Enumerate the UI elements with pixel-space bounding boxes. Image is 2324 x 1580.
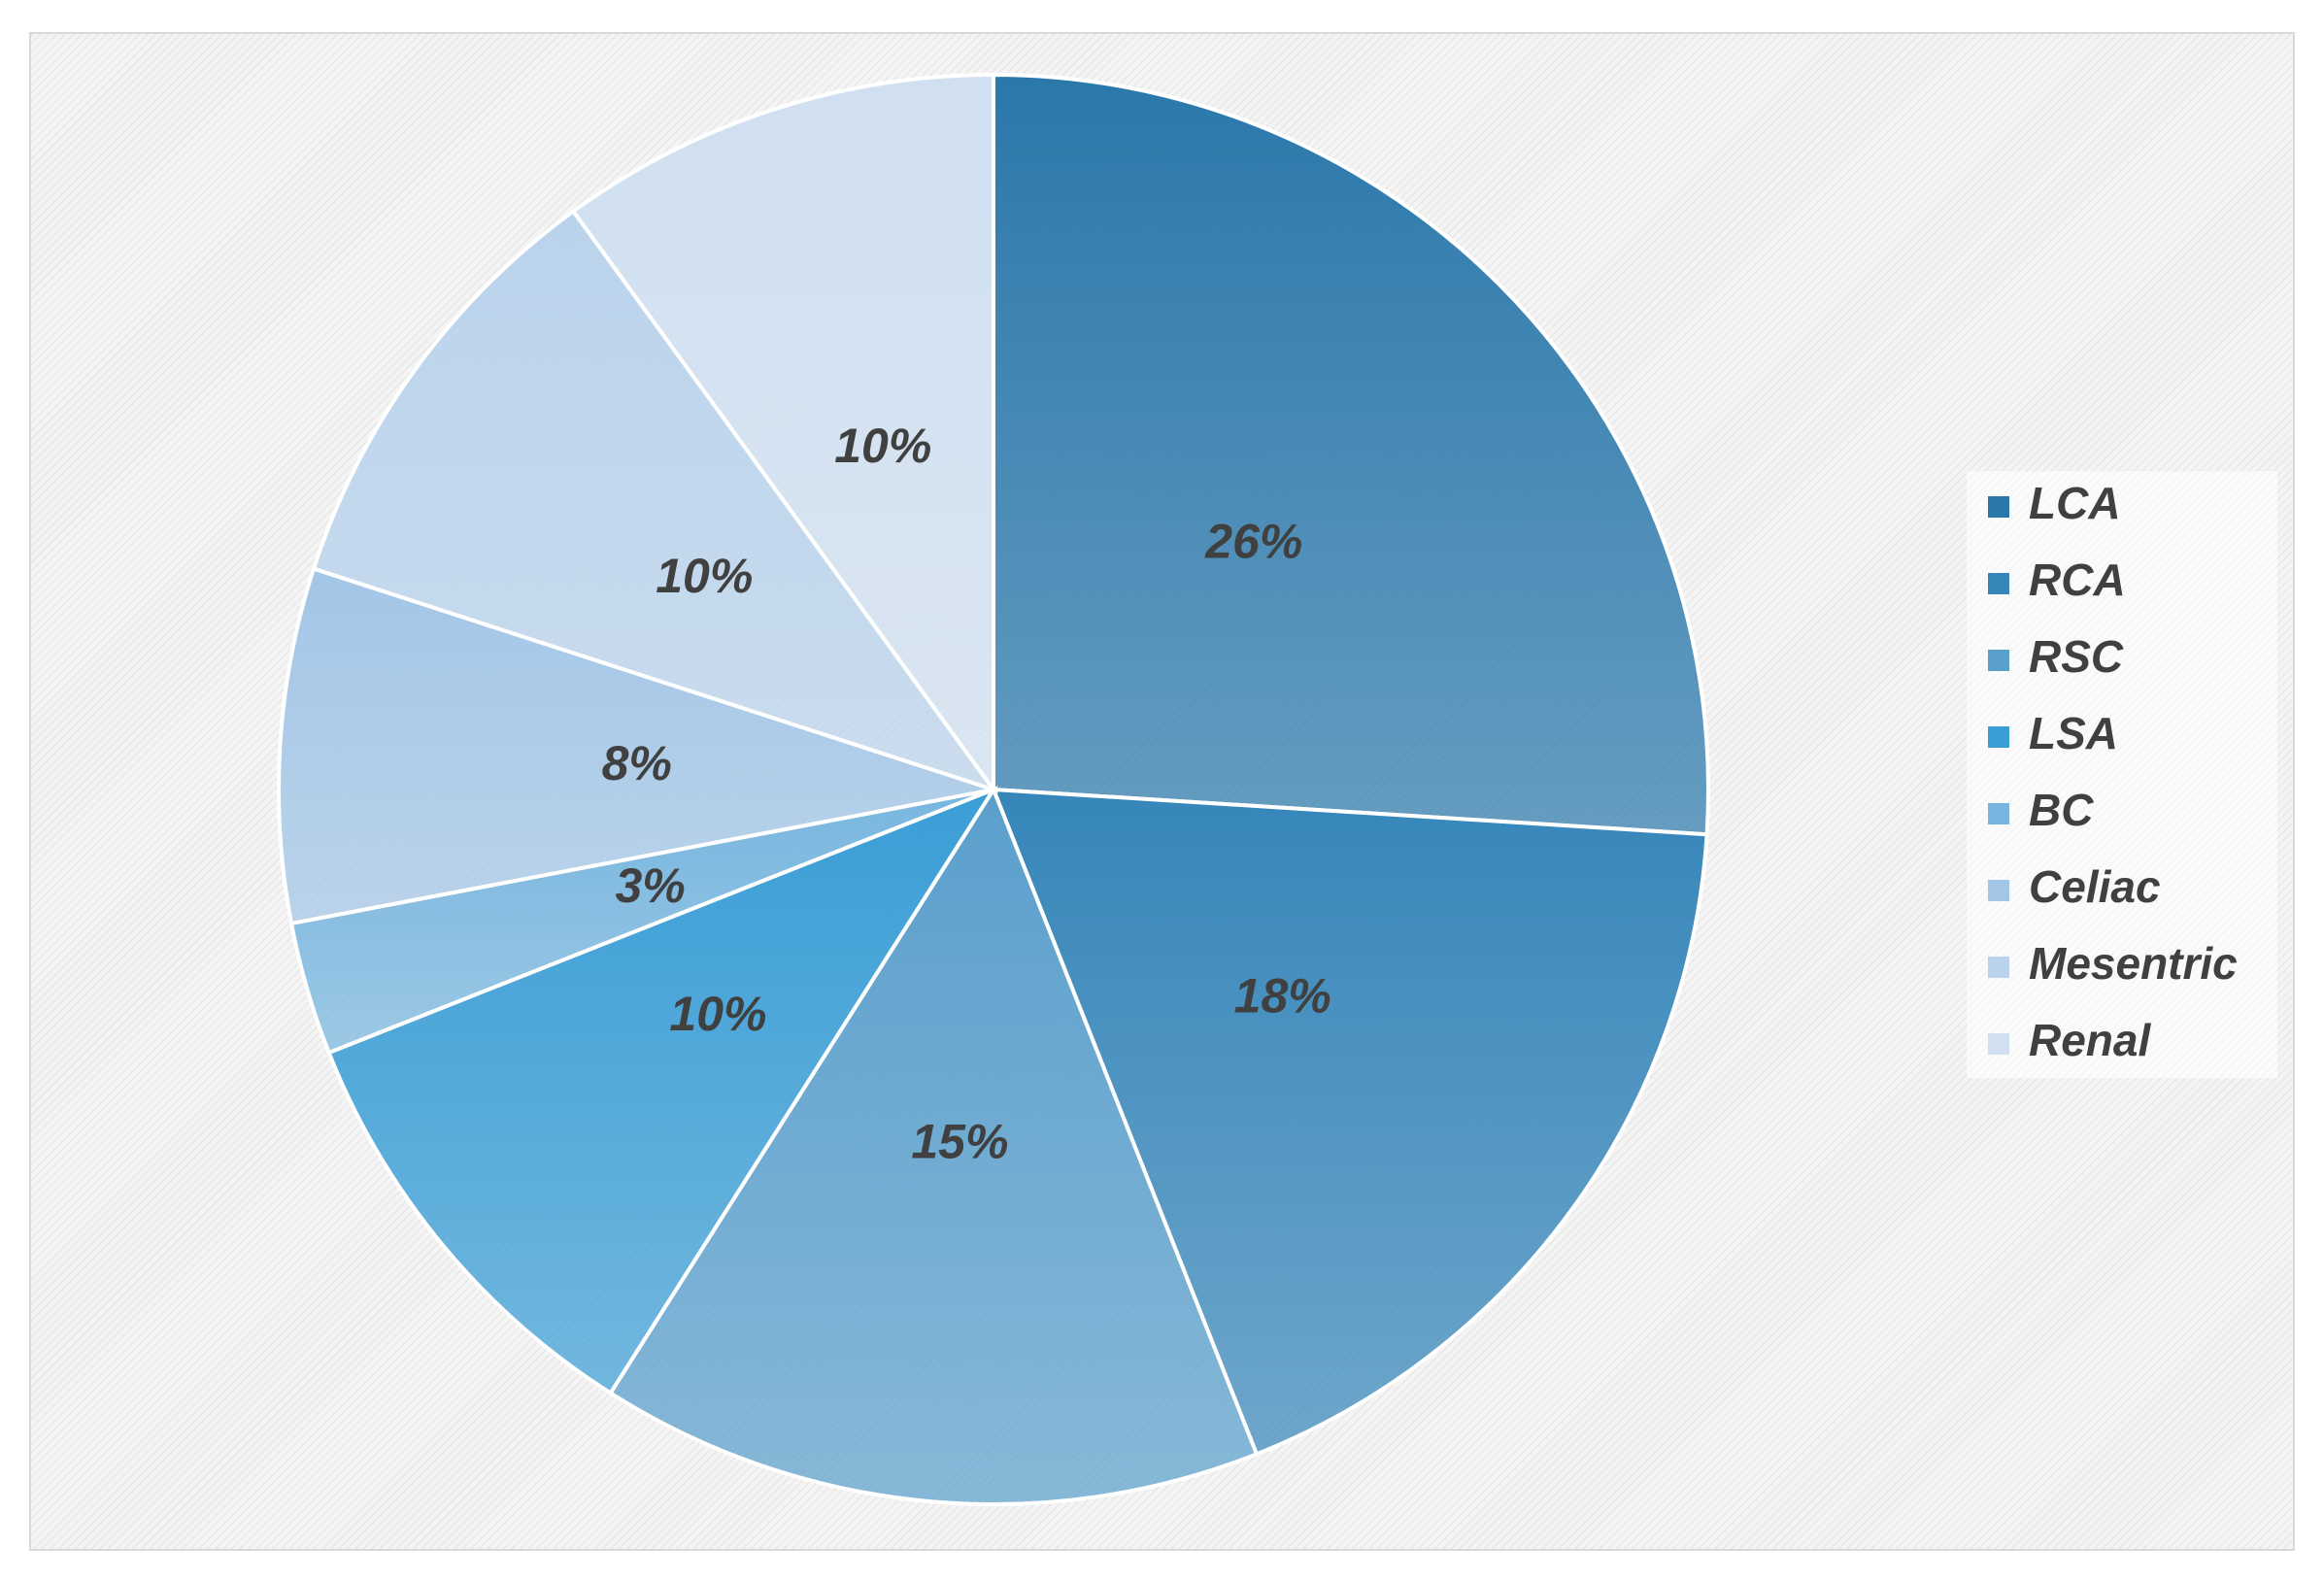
legend-label: Celiac <box>2029 861 2161 912</box>
legend-swatch <box>1988 650 2009 671</box>
pie-slice <box>990 787 1709 1457</box>
pie-slice <box>277 566 994 926</box>
data-label: 18% <box>1234 969 1331 1024</box>
legend-box <box>1967 471 2277 1078</box>
data-label: 26% <box>1204 514 1302 568</box>
data-label: 10% <box>669 987 766 1041</box>
pie-slice <box>326 785 998 1396</box>
legend-label: RSC <box>2029 631 2124 682</box>
legend-swatch <box>1988 957 2009 978</box>
legend-label: Mesentric <box>2029 938 2238 989</box>
data-label: 8% <box>602 736 672 790</box>
legend-swatch <box>1988 726 2009 748</box>
legend-label: LSA <box>2029 708 2118 758</box>
data-label: 10% <box>834 419 931 473</box>
legend-label: Renal <box>2029 1015 2151 1065</box>
pie-slice <box>311 208 999 793</box>
legend-label: LCA <box>2029 478 2121 528</box>
legend-swatch <box>1988 803 2009 824</box>
pie-slice <box>992 72 1711 837</box>
pie-slice <box>570 72 995 796</box>
data-label: 10% <box>656 549 753 603</box>
data-label: 15% <box>911 1115 1008 1169</box>
legend-swatch <box>1988 880 2009 901</box>
legend-label: RCA <box>2029 555 2126 605</box>
pie-slice <box>607 785 1260 1506</box>
legend-swatch <box>1988 1033 2009 1055</box>
data-label: 3% <box>615 858 685 913</box>
legend-swatch <box>1988 496 2009 518</box>
legend-swatch <box>1988 573 2009 594</box>
legend-label: BC <box>2029 785 2094 835</box>
